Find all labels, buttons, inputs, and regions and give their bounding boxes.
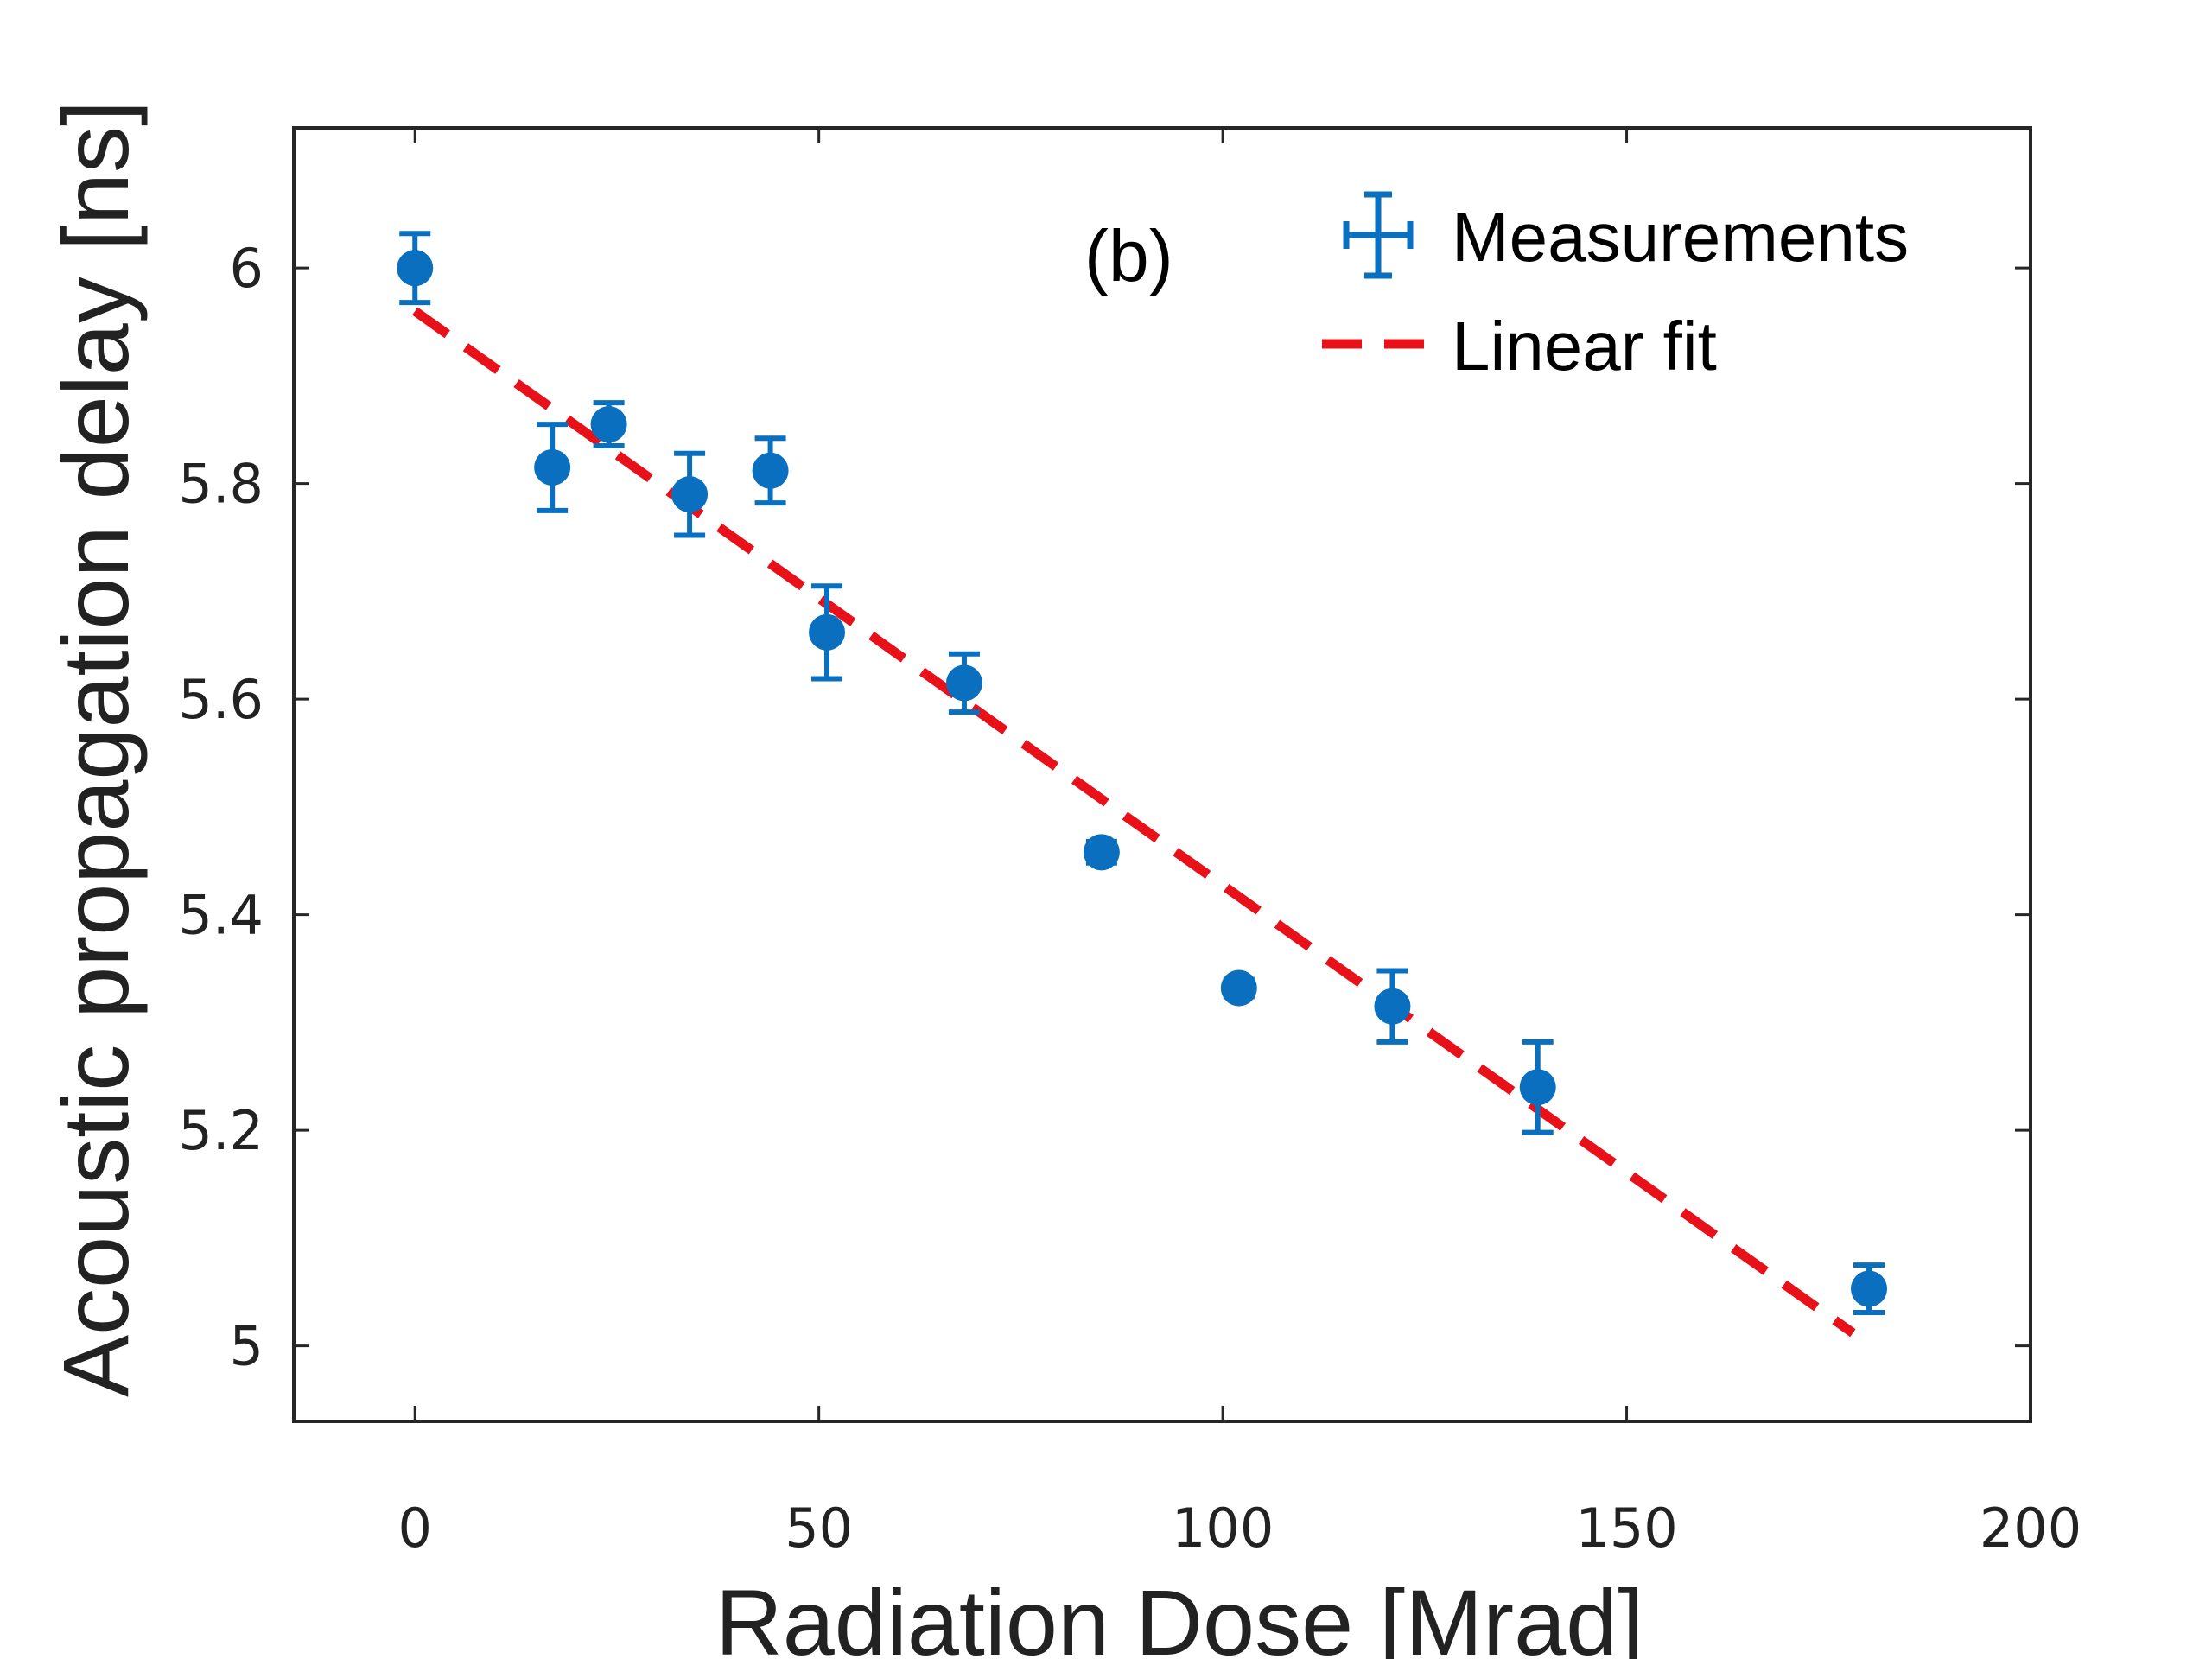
data-point-marker <box>1220 969 1257 1007</box>
data-point-marker <box>397 250 434 287</box>
data-point <box>1083 834 1120 871</box>
data-points-layer <box>397 231 1888 1316</box>
data-point-marker <box>534 448 571 486</box>
data-point <box>752 435 789 506</box>
legend-measurements-label: Measurements <box>1452 199 1909 276</box>
y-tick-label: 5.4 <box>178 884 264 947</box>
data-point <box>397 231 434 306</box>
plot-frame <box>292 126 2032 1423</box>
y-tick-label: 5.2 <box>178 1099 264 1162</box>
x-axis-ticks: 0 50 100 150 200 <box>398 128 2082 1560</box>
data-point-marker <box>945 664 982 702</box>
x-tick-label: 0 <box>398 1497 432 1560</box>
y-tick-label: 5 <box>230 1315 264 1378</box>
data-point <box>809 583 846 682</box>
y-axis-ticks: 5 5.2 5.4 5.6 5.8 6 <box>178 237 2031 1378</box>
y-tick-label: 6 <box>230 237 264 300</box>
data-point-marker <box>1374 988 1411 1025</box>
data-point-marker <box>1519 1069 1556 1106</box>
y-tick-label: 5.6 <box>178 668 264 731</box>
data-point <box>671 450 709 538</box>
x-axis-title: Radiation Dose [Mrad] <box>715 1570 1644 1659</box>
legend-measurements-marker <box>1343 191 1414 279</box>
x-tick-label: 50 <box>785 1497 853 1560</box>
linear-fit-line <box>412 307 1856 1338</box>
data-point <box>1220 969 1257 1007</box>
data-point-marker <box>752 452 789 489</box>
data-point-marker <box>1851 1270 1888 1307</box>
data-point <box>590 400 627 449</box>
data-point-marker <box>590 406 627 443</box>
data-point-marker <box>1083 834 1120 871</box>
legend-linear-fit-label: Linear fit <box>1452 308 1717 385</box>
panel-label: (b) <box>1084 215 1173 296</box>
data-point-marker <box>809 613 846 651</box>
data-point-marker <box>671 476 709 513</box>
x-tick-label: 150 <box>1575 1497 1677 1560</box>
data-point <box>945 651 982 715</box>
data-point <box>534 422 571 513</box>
y-axis-title: Acoustic propagation delay [ns] <box>43 100 148 1397</box>
legend: Measurements Linear fit <box>1322 191 1909 385</box>
data-point <box>1851 1262 1888 1316</box>
data-point <box>1374 968 1411 1045</box>
data-point <box>1519 1039 1556 1135</box>
x-tick-label: 200 <box>1980 1497 2082 1560</box>
y-tick-label: 5.8 <box>178 453 264 516</box>
fit-line-layer <box>412 307 1856 1338</box>
x-tick-label: 100 <box>1172 1497 1274 1560</box>
